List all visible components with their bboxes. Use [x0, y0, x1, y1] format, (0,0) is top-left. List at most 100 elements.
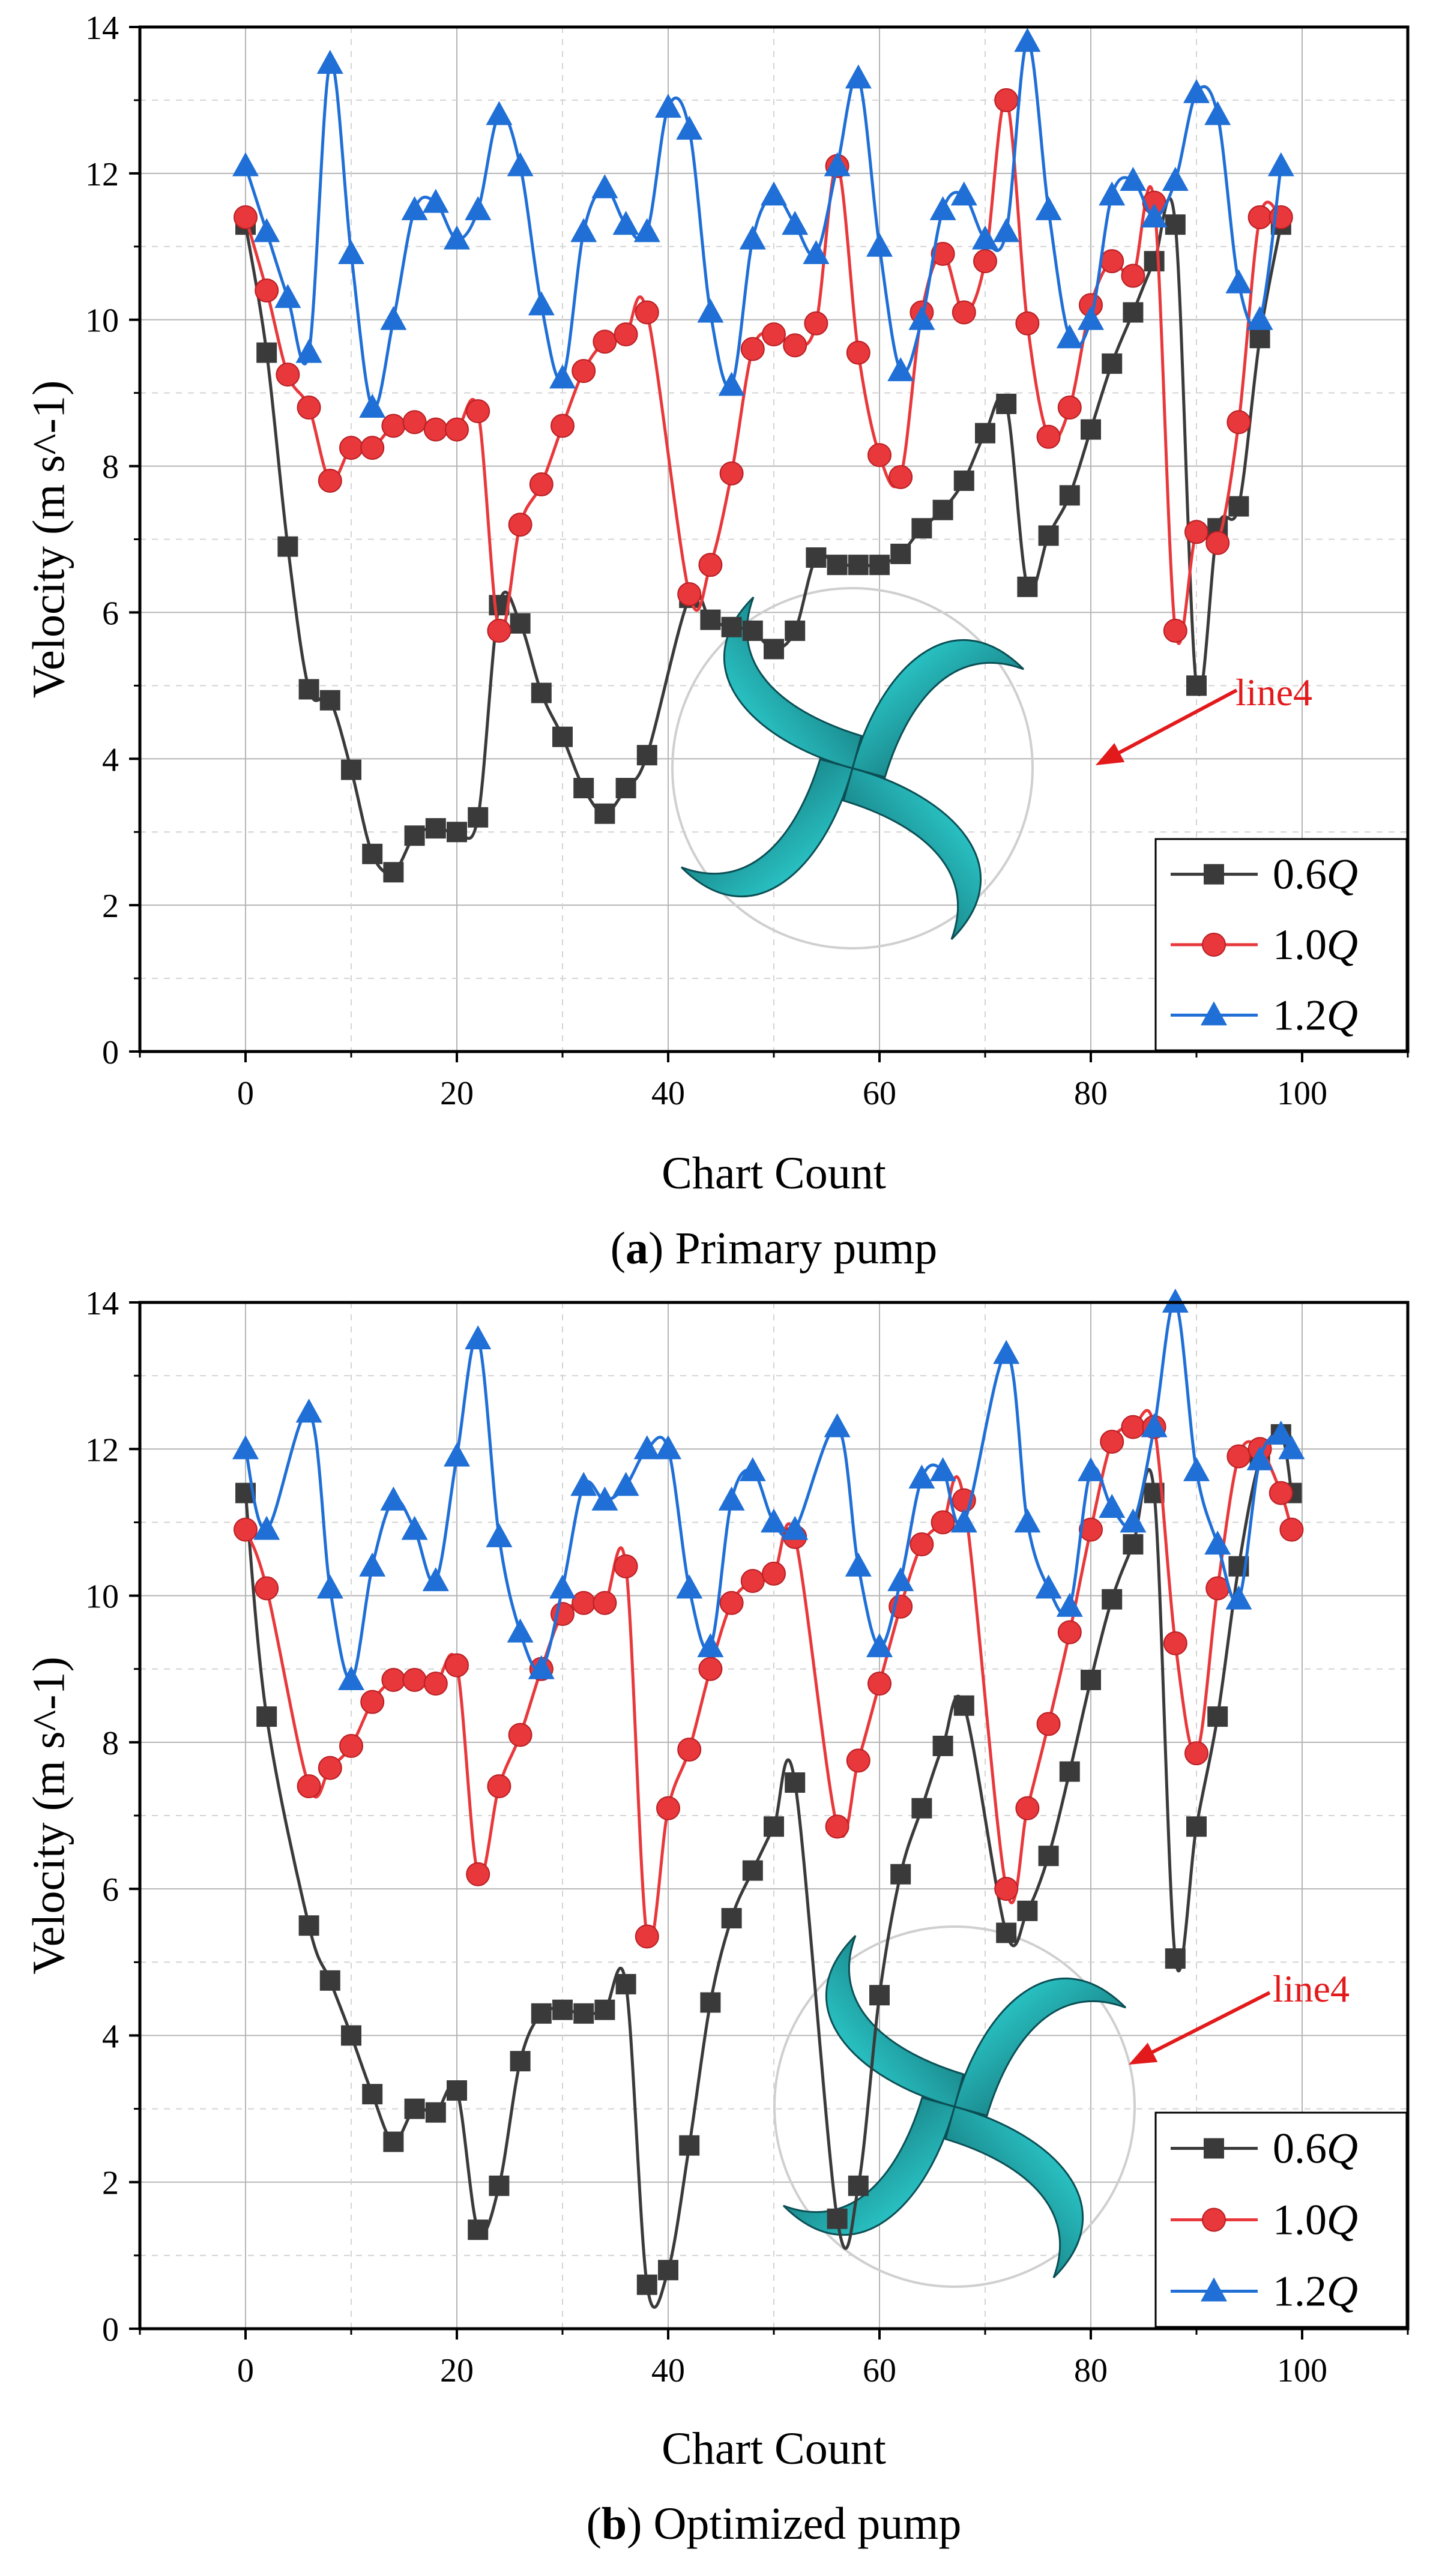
data-point-0.6Q — [996, 393, 1017, 414]
data-point-1.0Q — [740, 337, 765, 361]
data-point-1.0Q — [973, 249, 997, 274]
data-point-1.2Q — [1278, 1435, 1305, 1460]
data-point-0.6Q — [911, 1798, 932, 1819]
data-point-0.6Q — [277, 536, 298, 557]
data-point-0.6Q — [468, 807, 489, 828]
data-point-1.0Q — [994, 1877, 1019, 1901]
data-point-0.6Q — [827, 2208, 848, 2229]
data-point-1.2Q — [1246, 1446, 1273, 1470]
data-point-1.2Q — [676, 1574, 703, 1599]
data-point-1.0Q — [888, 465, 913, 489]
data-point-1.2Q — [1056, 1592, 1083, 1617]
data-point-1.2Q — [507, 152, 534, 176]
data-point-0.6Q — [679, 2135, 700, 2156]
data-point-0.6Q — [425, 2102, 446, 2123]
data-point-1.2Q — [444, 1442, 470, 1467]
data-point-1.2Q — [528, 1655, 555, 1679]
data-point-1.2Q — [1267, 152, 1294, 176]
data-point-0.6Q — [1017, 1900, 1038, 1921]
data-point-1.2Q — [993, 218, 1020, 242]
caption: (a) Primary pump — [611, 1223, 938, 1274]
data-point-1.2Q — [739, 225, 766, 250]
data-point-1.0Q — [423, 1672, 448, 1696]
data-point-1.0Q — [931, 241, 955, 266]
y-tick-label: 2 — [102, 2165, 119, 2202]
annotation-label: line4 — [1273, 1967, 1350, 2010]
data-point-1.0Q — [593, 330, 617, 354]
data-point-1.0Q — [529, 472, 554, 497]
legend-label: 0.6Q — [1273, 850, 1358, 898]
data-point-1.2Q — [612, 1472, 639, 1496]
data-point-1.2Q — [1225, 1585, 1252, 1610]
data-point-1.2Q — [718, 1486, 745, 1511]
data-point-0.6Q — [1102, 353, 1123, 374]
data-point-1.2Q — [697, 1633, 724, 1658]
y-tick-label: 0 — [102, 1034, 119, 1071]
data-point-0.6Q — [1165, 1948, 1186, 1969]
data-point-1.2Q — [697, 298, 724, 323]
data-point-0.6Q — [742, 1860, 763, 1881]
data-point-0.6Q — [425, 818, 446, 839]
x-tick-label: 80 — [1074, 2352, 1108, 2389]
y-tick-label: 14 — [85, 10, 119, 47]
data-point-1.0Q — [318, 1756, 342, 1780]
data-point-0.6Q — [806, 547, 827, 568]
data-point-1.0Q — [593, 1590, 617, 1615]
series-line-1.2Q — [244, 1301, 1293, 1682]
data-point-1.2Q — [718, 372, 745, 396]
data-point-1.0Q — [1163, 1631, 1187, 1655]
data-point-1.2Q — [655, 1435, 681, 1460]
data-point-1.2Q — [316, 1574, 343, 1599]
data-point-1.0Q — [360, 1690, 385, 1714]
data-point-1.0Q — [656, 1796, 680, 1820]
data-point-0.6Q — [932, 499, 953, 520]
data-point-1.0Q — [551, 414, 575, 438]
data-point-0.6Q — [785, 1772, 806, 1793]
data-point-0.6Q — [1102, 1589, 1123, 1610]
annotation-arrowhead — [1129, 2042, 1158, 2065]
data-point-0.6Q — [573, 778, 594, 799]
data-point-1.2Q — [1035, 1574, 1062, 1599]
data-point-1.2Q — [993, 1340, 1020, 1364]
data-point-1.2Q — [401, 1515, 428, 1540]
data-point-0.6Q — [1186, 675, 1207, 696]
data-point-1.2Q — [929, 1457, 956, 1481]
data-point-1.0Q — [719, 1590, 744, 1615]
data-point-1.2Q — [316, 49, 343, 74]
x-tick-label: 20 — [440, 2352, 474, 2389]
data-point-0.6Q — [1038, 1846, 1059, 1867]
y-tick-label: 10 — [85, 302, 119, 340]
legend-marker — [1204, 2138, 1224, 2159]
impeller-illustration — [671, 587, 1034, 949]
data-point-1.0Q — [1279, 1517, 1304, 1542]
data-point-1.0Q — [1100, 249, 1124, 274]
data-point-0.6Q — [256, 342, 277, 363]
data-point-1.0Q — [867, 443, 891, 468]
data-point-0.6Q — [552, 726, 573, 747]
data-point-1.0Q — [381, 414, 406, 438]
data-point-1.2Q — [338, 239, 364, 264]
data-point-0.6Q — [531, 2003, 552, 2024]
impeller-outline — [671, 587, 1034, 949]
data-point-1.0Q — [445, 1653, 469, 1678]
data-point-1.2Q — [1078, 305, 1104, 330]
data-point-1.2Q — [359, 1552, 386, 1577]
data-point-1.2Q — [444, 225, 470, 250]
x-tick-label: 20 — [440, 1075, 474, 1112]
data-point-0.6Q — [404, 825, 425, 846]
data-point-1.2Q — [845, 64, 872, 89]
y-axis-label: Velocity (m s^-1) — [24, 1657, 74, 1975]
data-point-0.6Q — [319, 690, 340, 711]
panel-b-optimized-pump: 0 20 40 60 80 100 0 2 4 6 8 10 12 14 Velocity (m s^-1… — [24, 1285, 1410, 2549]
impeller-blade — [953, 1978, 1127, 2117]
data-point-1.0Q — [910, 1532, 934, 1557]
data-point-0.6Q — [700, 1992, 721, 2013]
data-point-1.2Q — [1099, 1494, 1126, 1518]
data-point-1.2Q — [274, 284, 301, 308]
data-point-1.2Q — [761, 181, 787, 206]
data-point-0.6Q — [1186, 1816, 1207, 1837]
y-tick-label: 8 — [102, 1725, 119, 1762]
data-point-0.6Q — [1059, 1761, 1080, 1782]
data-point-1.2Q — [1246, 305, 1273, 330]
data-point-1.0Q — [1036, 1712, 1061, 1736]
